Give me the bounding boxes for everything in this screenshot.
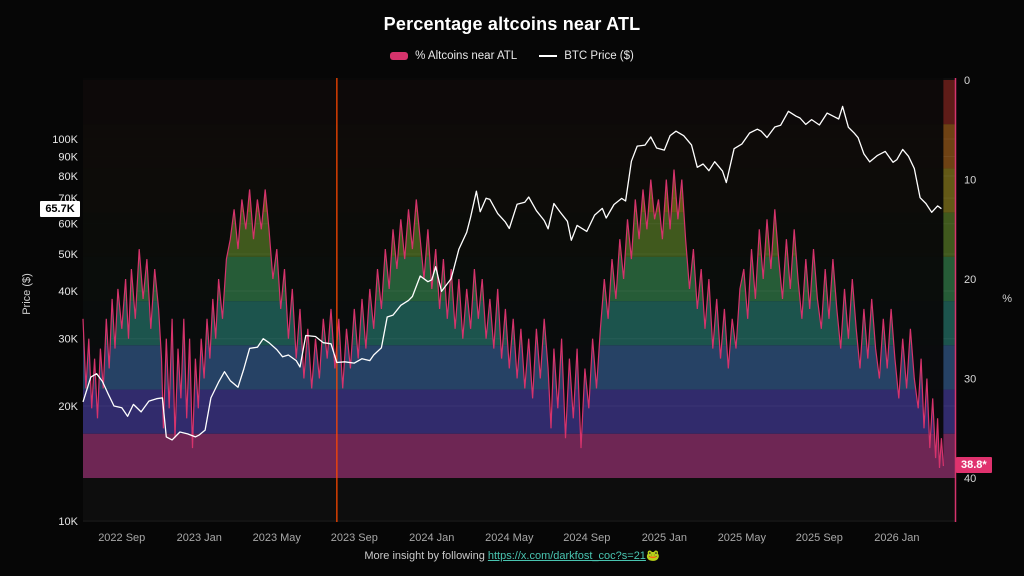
frog-emoji-icon: 🐸 xyxy=(645,550,660,562)
btc-line-swatch-icon xyxy=(539,55,558,57)
svg-text:50K: 50K xyxy=(58,249,78,261)
legend-label-btc: BTC Price ($) xyxy=(564,50,634,62)
legend-label-altcoins: % Altcoins near ATL xyxy=(415,50,518,62)
svg-text:10: 10 xyxy=(964,175,976,187)
btc-current-price-label: 65.7K xyxy=(40,200,80,217)
footer-link[interactable]: https://x.com/darkfost_coc?s=21 xyxy=(487,550,646,562)
legend-item-altcoins: % Altcoins near ATL xyxy=(390,50,517,62)
altcoins-swatch-icon xyxy=(390,52,409,60)
svg-text:2024 Jan: 2024 Jan xyxy=(409,532,454,544)
svg-text:0: 0 xyxy=(964,75,970,87)
page-title: Percentage altcoins near ATL xyxy=(383,14,641,34)
svg-text:10K: 10K xyxy=(58,516,78,528)
svg-text:2025 May: 2025 May xyxy=(718,532,767,544)
svg-text:80K: 80K xyxy=(58,171,78,183)
footer-note: More insight by following https://x.com/… xyxy=(0,549,1024,562)
svg-text:20: 20 xyxy=(964,274,976,286)
legend: % Altcoins near ATL BTC Price ($) xyxy=(0,50,1024,62)
footer-prefix: More insight by following xyxy=(364,550,488,562)
svg-text:2024 Sep: 2024 Sep xyxy=(563,532,610,544)
svg-text:2026 Jan: 2026 Jan xyxy=(874,532,919,544)
svg-text:90K: 90K xyxy=(58,151,78,163)
svg-text:30: 30 xyxy=(964,374,976,386)
svg-text:100K: 100K xyxy=(52,134,78,146)
svg-text:20K: 20K xyxy=(58,401,78,413)
svg-text:2023 May: 2023 May xyxy=(253,532,302,544)
y-axis-title-percent: % xyxy=(1002,293,1012,305)
svg-text:60K: 60K xyxy=(58,219,78,231)
svg-text:2022 Sep: 2022 Sep xyxy=(98,532,145,544)
svg-text:2023 Sep: 2023 Sep xyxy=(331,532,378,544)
svg-text:2023 Jan: 2023 Jan xyxy=(177,532,222,544)
svg-text:2025 Sep: 2025 Sep xyxy=(796,532,843,544)
svg-text:30K: 30K xyxy=(58,334,78,346)
y-axis-title-price: Price ($) xyxy=(20,273,33,315)
svg-text:40: 40 xyxy=(964,473,976,485)
svg-text:2024 May: 2024 May xyxy=(485,532,534,544)
svg-text:2025 Jan: 2025 Jan xyxy=(642,532,687,544)
legend-item-btc: BTC Price ($) xyxy=(539,50,634,62)
svg-text:40K: 40K xyxy=(58,286,78,298)
altcoins-current-pct-label: 38.8* xyxy=(956,457,992,474)
